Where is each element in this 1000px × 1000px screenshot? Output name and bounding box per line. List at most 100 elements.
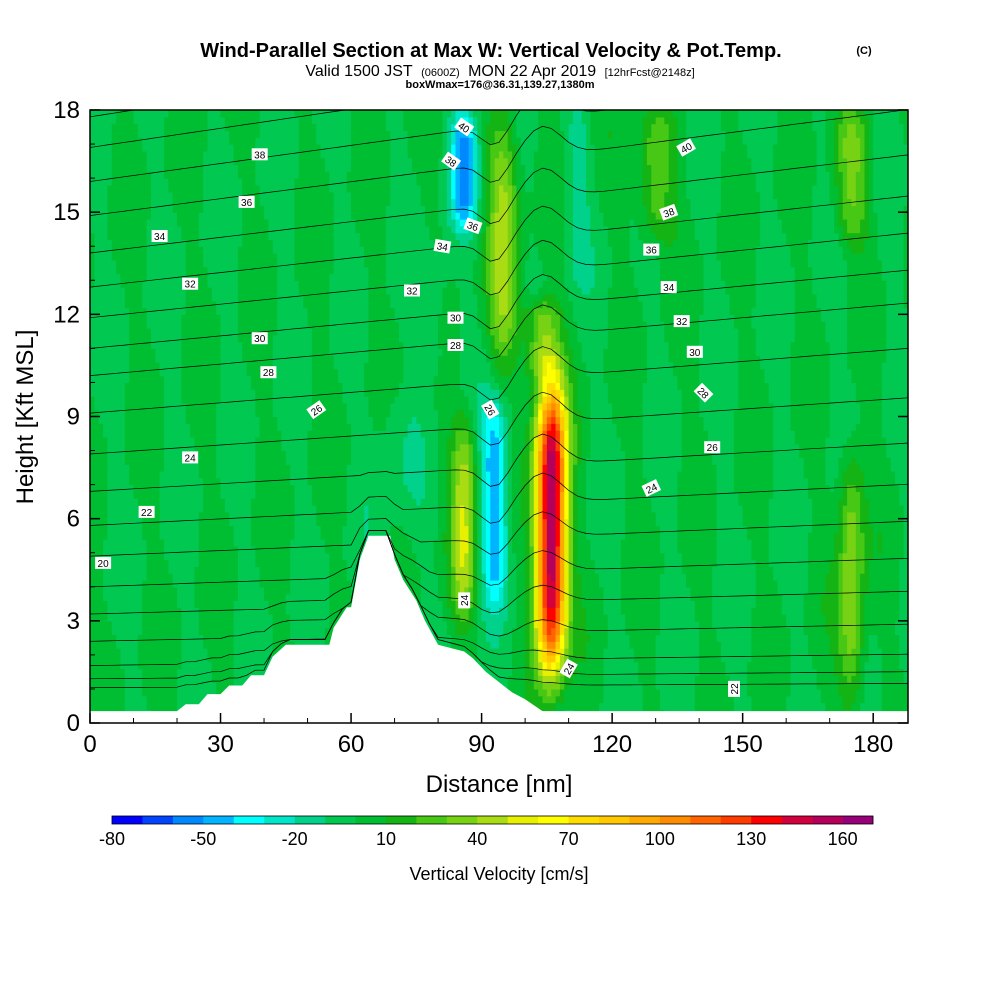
contour-label: 36 <box>643 243 660 257</box>
svg-text:24: 24 <box>185 453 197 464</box>
y-tick-label: 12 <box>53 301 80 328</box>
colorbar-tick-label: 130 <box>736 829 766 849</box>
contour-label: 30 <box>251 332 268 345</box>
colorbar-swatch <box>385 816 417 824</box>
colorbar-swatch <box>294 816 326 824</box>
contour-label: 24 <box>458 592 471 609</box>
colorbar-swatch <box>690 816 722 824</box>
colorbar-swatch <box>416 816 448 824</box>
svg-text:36: 36 <box>465 220 480 234</box>
svg-text:34: 34 <box>663 283 675 294</box>
y-tick-label: 18 <box>53 97 80 124</box>
svg-text:30: 30 <box>254 334 266 345</box>
colorbar-swatch <box>538 816 569 824</box>
colorbar-swatch <box>264 816 295 824</box>
svg-text:26: 26 <box>481 403 496 419</box>
contour-label: 36 <box>463 217 483 234</box>
x-tick-label: 120 <box>592 731 632 758</box>
y-tick-label: 9 <box>67 404 80 431</box>
svg-text:36: 36 <box>646 246 658 257</box>
isentrope-line <box>90 154 908 254</box>
svg-text:36: 36 <box>241 198 253 209</box>
subtitle-fcst: [12hrFcst@2148z] <box>605 67 695 79</box>
colorbar-swatch <box>233 816 265 824</box>
subtitle-valid: Valid 1500 JST <box>305 63 413 80</box>
chart-subtitle-2: boxWmax=176@36.31,139.27,1380m <box>406 79 595 91</box>
svg-text:22: 22 <box>141 508 153 519</box>
isentrope-line <box>90 346 908 414</box>
contour-label: 28 <box>447 339 464 352</box>
svg-text:28: 28 <box>263 368 275 379</box>
x-tick-label: 180 <box>853 731 893 758</box>
contour-label: 40 <box>454 117 475 137</box>
colorbar-swatch <box>629 816 661 824</box>
svg-text:32: 32 <box>676 317 688 328</box>
colorbar-tick-label: 40 <box>467 829 487 849</box>
colorbar-swatch <box>751 816 782 824</box>
svg-text:24: 24 <box>562 661 577 677</box>
isentrope-line <box>90 110 610 182</box>
contour-label: 28 <box>260 366 277 379</box>
colorbar-tick-label: 160 <box>828 829 858 849</box>
heatmap-field <box>90 110 908 723</box>
isentrope-line <box>90 232 908 319</box>
colorbar-swatch <box>507 816 539 824</box>
contour-label: 32 <box>404 284 420 298</box>
colorbar-swatch <box>842 816 874 824</box>
contour-label: 26 <box>481 399 500 420</box>
colorbar-swatch <box>659 816 691 824</box>
colorbar-tick-label: -50 <box>190 829 216 849</box>
isentrope-line <box>90 530 908 689</box>
contour-label: 34 <box>433 238 452 254</box>
colorbar-label: Vertical Velocity [cm/s] <box>409 864 588 884</box>
y-tick-label: 6 <box>67 506 80 533</box>
isentrope-contours <box>90 110 908 689</box>
colorbar-tick-label: 10 <box>376 829 396 849</box>
contour-label: 26 <box>306 400 327 420</box>
colorbar-tick-label: 100 <box>645 829 675 849</box>
svg-text:34: 34 <box>436 241 449 254</box>
colorbar-swatch <box>812 816 843 824</box>
x-tick-label: 30 <box>207 731 234 758</box>
terrain <box>90 535 908 723</box>
contour-label: 22 <box>728 680 741 697</box>
contour-label: 36 <box>238 195 255 209</box>
contour-label: 38 <box>659 203 679 221</box>
y-tick-label: 0 <box>67 710 80 737</box>
isentrope-line <box>90 530 908 680</box>
colorbar-tick-label: 70 <box>559 829 579 849</box>
colorbar-swatch <box>355 816 387 824</box>
isentrope-line <box>90 110 908 216</box>
isentrope-line <box>90 195 908 288</box>
isentrope-line <box>90 530 908 588</box>
isentrope-line <box>90 472 908 526</box>
contour-label: 32 <box>673 315 690 328</box>
colorbar-swatch <box>203 816 235 824</box>
isentrope-line <box>90 302 908 376</box>
contour-label: 22 <box>138 505 155 519</box>
x-tick-label: 0 <box>83 731 96 758</box>
chart-subtitle: Valid 1500 JST (0600Z) MON 22 Apr 2019 [… <box>305 63 694 80</box>
terrain-shape <box>90 535 908 723</box>
colorbar-swatch <box>142 816 174 824</box>
x-axis-label: Distance [nm] <box>426 771 573 798</box>
contour-label: 20 <box>95 556 112 570</box>
isentrope-line <box>90 511 908 557</box>
contour-label: 24 <box>559 658 578 679</box>
x-tick-label: 150 <box>723 731 763 758</box>
contour-label: 32 <box>182 277 199 291</box>
colorbar-swatch <box>599 816 630 824</box>
contour-labels: 38 36 34 32 30 28 26 24 22 20 40 38 36 34 32 30 28 26 24 24… <box>95 117 741 697</box>
contour-label: 40 <box>676 138 697 157</box>
isentrope-line <box>90 110 348 148</box>
contour-label: 34 <box>151 230 168 243</box>
colorbar-tick-label: -80 <box>99 829 125 849</box>
isentrope-line <box>90 433 908 492</box>
contour-label: 38 <box>441 151 462 171</box>
svg-text:30: 30 <box>450 314 462 325</box>
contour-label: 24 <box>182 451 199 464</box>
y-tick-label: 3 <box>67 608 80 635</box>
svg-text:34: 34 <box>154 232 166 243</box>
